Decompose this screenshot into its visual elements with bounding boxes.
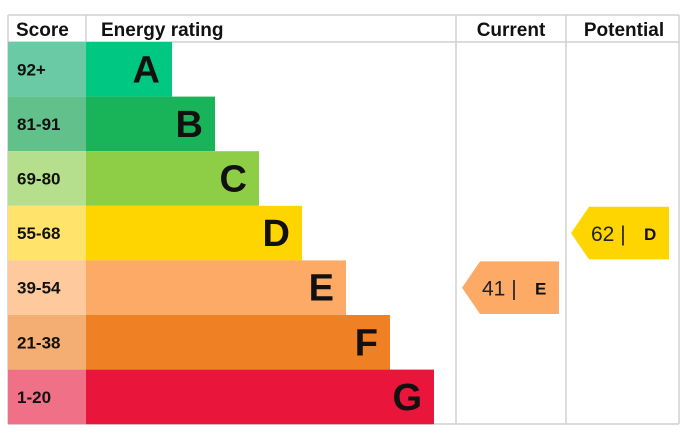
- score-cell: [8, 315, 86, 370]
- score-label: 81-91: [17, 115, 60, 134]
- potential-value: 62 |: [591, 223, 626, 246]
- header-energy-rating: Energy rating: [101, 20, 223, 41]
- score-label: 39-54: [17, 279, 61, 298]
- score-label: 92+: [17, 60, 46, 79]
- score-label: 69-80: [17, 170, 60, 189]
- rating-bar: [86, 42, 172, 97]
- score-cell: [8, 151, 86, 206]
- band-d: 55-68 D: [8, 205, 302, 261]
- rating-letter: A: [133, 49, 160, 91]
- score-label: 1-20: [17, 388, 51, 407]
- rating-letter: B: [176, 104, 203, 146]
- rating-bar: [86, 96, 215, 152]
- score-cell: [8, 96, 86, 152]
- potential-arrow: [571, 206, 669, 260]
- current-arrow: [462, 261, 559, 314]
- score-cell: [8, 260, 86, 315]
- score-label: 55-68: [17, 224, 60, 243]
- score-cell: [8, 205, 86, 261]
- header-current: Current: [477, 20, 546, 41]
- rating-bar: [86, 369, 434, 425]
- score-label: 21-38: [17, 333, 60, 352]
- potential-letter: D: [644, 225, 656, 244]
- score-cell: [8, 369, 86, 425]
- current-letter: E: [535, 280, 546, 299]
- band-c: 69-80 C: [8, 151, 259, 206]
- rating-letter: E: [309, 268, 334, 310]
- rating-letter: D: [263, 213, 290, 255]
- header-score: Score: [16, 20, 69, 41]
- header-potential: Potential: [584, 20, 664, 41]
- score-cell: [8, 42, 86, 97]
- rating-bar: [86, 205, 302, 261]
- rating-bar: [86, 260, 346, 315]
- band-b: 81-91 B: [8, 96, 215, 152]
- band-g: 1-20 G: [8, 369, 434, 425]
- band-f: 21-38 F: [8, 315, 390, 370]
- rating-letter: C: [220, 159, 247, 201]
- band-e: 39-54 E: [8, 260, 346, 315]
- current-value: 41 |: [482, 278, 517, 301]
- rating-bar: [86, 315, 390, 370]
- band-a: 92+ A: [8, 42, 172, 97]
- potential-rating-tag: 62 | D: [571, 206, 669, 260]
- rating-letter: G: [392, 377, 422, 419]
- rating-letter: F: [355, 322, 378, 364]
- current-rating-tag: 41 | E: [462, 261, 559, 314]
- rating-bar: [86, 151, 259, 206]
